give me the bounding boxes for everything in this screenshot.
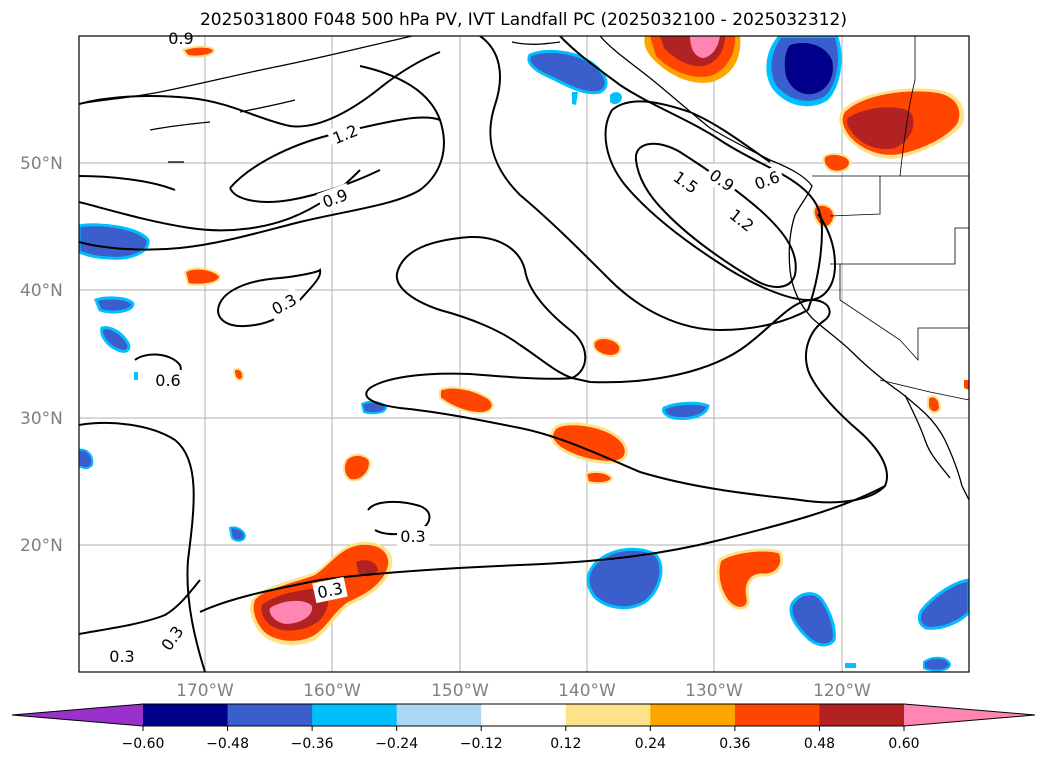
lon-label-130w: 130°W: [685, 681, 743, 701]
colorbar-extend-left: [12, 704, 143, 726]
contour-line: [79, 65, 445, 251]
ivt-shading: [79, 36, 969, 672]
contour-label: 0.6: [155, 371, 180, 390]
contour-line: [79, 421, 206, 672]
map-background: [79, 36, 969, 672]
lon-label-160w: 160°W: [303, 681, 361, 701]
colorbar-tick-label: 0.60: [888, 736, 919, 752]
colorbar-tick-label: 0.36: [719, 736, 750, 752]
shade-blob-positive: [644, 36, 741, 83]
coastline-baja: [904, 394, 951, 479]
border-ca-nv: [839, 264, 969, 362]
contour-line: [79, 175, 176, 191]
contour-line: [395, 269, 573, 379]
colorbar: −0.60 −0.48 −0.36 −0.24 −0.12 0.12 0.24 0.36 0.4…: [11, 703, 1036, 752]
map-frame: [78, 35, 970, 673]
lon-label-120w: 120°W: [813, 681, 871, 701]
map-panel: 1.2 0.9 0.3 0.6 1.5 0.9 1.2 0.6 0.3 0.3 …: [78, 29, 970, 673]
border-or-ca: [830, 227, 969, 265]
contour-line: [199, 485, 886, 613]
gridlines: [79, 36, 969, 672]
colorbar-tick-label: 0.12: [550, 736, 581, 752]
latitude-labels: 50°N 40°N 30°N 20°N: [20, 154, 63, 556]
lat-label-20n: 20°N: [20, 536, 63, 556]
colorbar-tick-label: −0.36: [291, 736, 334, 752]
contour-label: 0.9: [168, 29, 193, 48]
border-us-mexico: [879, 379, 969, 401]
colorbar-tick-label: −0.24: [375, 736, 418, 752]
colorbar-tick-label: 0.24: [635, 736, 666, 752]
lat-label-40n: 40°N: [20, 281, 63, 301]
contour-label: 0.3: [316, 579, 345, 603]
border-wa-or: [829, 176, 881, 217]
colorbar-cell: [143, 704, 229, 726]
colorbar-cell: [650, 704, 736, 726]
lat-label-30n: 30°N: [20, 409, 63, 429]
contour-line: [365, 235, 888, 504]
lon-label-150w: 150°W: [431, 681, 489, 701]
colorbar-cell: [565, 704, 651, 726]
coastline-alaska: [511, 41, 561, 45]
contour-label: 0.3: [400, 527, 425, 546]
figure-title: 2025031800 F048 500 hPa PV, IVT Landfall…: [199, 10, 847, 30]
coastline-aleutians: [79, 36, 413, 105]
contour-line: [479, 36, 809, 332]
colorbar-tick-label: −0.60: [122, 736, 165, 752]
lat-label-50n: 50°N: [20, 154, 63, 174]
contour-line: [634, 142, 797, 288]
colorbar-cell: [481, 704, 567, 726]
contour-label: 0.3: [109, 647, 134, 666]
coastlines: [79, 36, 969, 501]
borders: [812, 36, 969, 401]
contour-line: [604, 109, 837, 302]
colorbar-cell: [819, 704, 905, 726]
colorbar-tick-label: −0.12: [460, 736, 503, 752]
colorbar-tick-label: −0.48: [206, 736, 249, 752]
contour-line: [79, 579, 201, 635]
colorbar-cell: [396, 704, 482, 726]
coastline-north-america: [599, 36, 969, 501]
contour-line: [367, 500, 431, 536]
colorbar-cell: [227, 704, 313, 726]
contour-line: [79, 51, 441, 128]
contour-line: [611, 100, 771, 163]
longitude-labels: 170°W 160°W 150°W 140°W 130°W 120°W: [176, 681, 871, 701]
contour-line: [216, 268, 322, 328]
colorbar-tick-label: 0.48: [804, 736, 835, 752]
lon-label-140w: 140°W: [558, 681, 616, 701]
shade-blob-positive: [839, 88, 965, 159]
border-alberta-bc: [899, 36, 916, 177]
colorbar-cell: [734, 704, 820, 726]
colorbar-cell: [312, 704, 398, 726]
colorbar-extend-right: [904, 704, 1035, 726]
lon-label-170w: 170°W: [176, 681, 234, 701]
shade-blob-negative: [766, 36, 842, 107]
contour-line: [559, 36, 824, 311]
